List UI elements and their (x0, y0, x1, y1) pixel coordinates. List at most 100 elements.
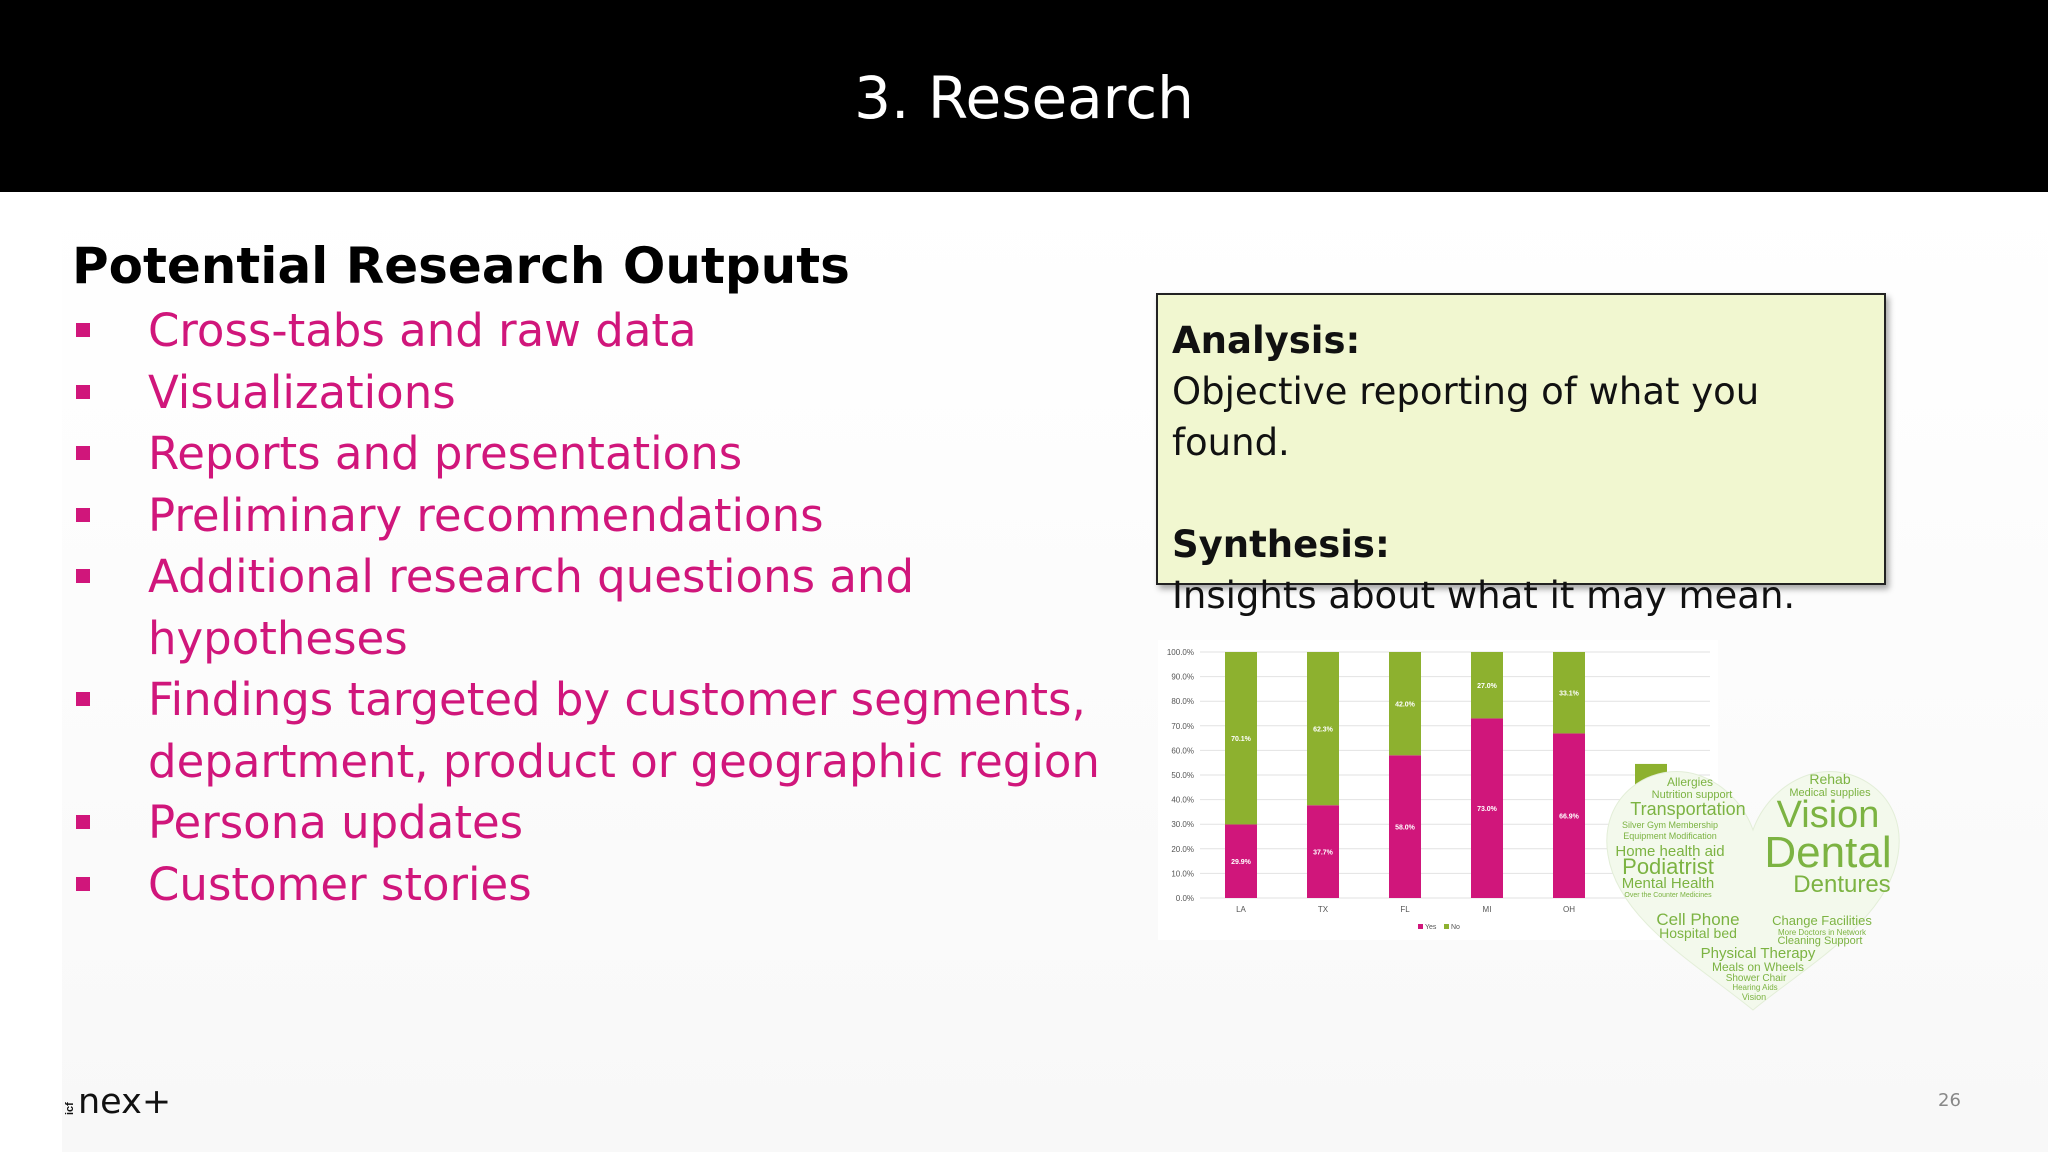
word-cloud-word: Meals on Wheels (1712, 960, 1804, 974)
y-tick-label: 70.0% (1171, 722, 1194, 731)
word-cloud-word: Medical supplies (1789, 787, 1871, 799)
square-bullet-icon (76, 815, 90, 829)
y-tick-label: 30.0% (1171, 820, 1194, 829)
data-label: 29.9% (1231, 859, 1252, 866)
list-item-text: Cross-tabs and raw data (148, 304, 697, 357)
list-item-text: Additional research questions and hypoth… (148, 550, 915, 665)
word-cloud-word: Dental (1764, 828, 1891, 877)
word-cloud-word: Vision (1742, 992, 1766, 1002)
bar-segment-yes (1471, 718, 1503, 898)
word-cloud-word: Shower Chair (1726, 973, 1787, 984)
y-tick-label: 100.0% (1167, 648, 1194, 657)
list-item-text: Customer stories (148, 857, 532, 911)
word-cloud-word: Hearing Aids (1732, 983, 1777, 992)
list-item-text: Findings targeted by customer segments, … (148, 673, 1100, 788)
square-bullet-icon (76, 384, 90, 399)
title-bar (0, 0, 2048, 192)
word-cloud-word: Mental Health (1622, 875, 1715, 892)
bar-segment-yes (1553, 733, 1585, 898)
word-cloud-word: Nutrition support (1652, 789, 1733, 801)
word-cloud-word: Vision (1777, 794, 1880, 836)
data-label: 70.1% (1231, 736, 1252, 743)
list-item: Findings targeted by customer segments, … (72, 669, 1128, 792)
list-item: Persona updates (72, 792, 1072, 854)
legend-label: No (1451, 924, 1460, 931)
word-cloud-word: Change Facilities (1772, 913, 1872, 928)
list-item: Reports and presentations (72, 423, 1072, 485)
y-tick-label: 80.0% (1171, 697, 1194, 706)
word-cloud-word: Silver Gym Membership (1622, 820, 1718, 830)
list-item: Cross-tabs and raw data (72, 300, 1072, 362)
y-tick-label: 90.0% (1171, 673, 1194, 682)
bar-segment-no (1471, 652, 1503, 719)
y-tick-label: 20.0% (1171, 845, 1194, 854)
x-tick-label: OH (1563, 905, 1575, 914)
research-outputs-list: Cross-tabs and raw data Visualizations R… (72, 300, 1100, 916)
bar-segment-no (1225, 652, 1257, 825)
word-cloud-word: Cell Phone (1656, 910, 1739, 929)
data-label: 42.0% (1395, 702, 1416, 709)
analysis-label: Analysis: (1172, 319, 1361, 362)
synthesis-text: Insights about what it may mean. (1172, 574, 1796, 617)
word-cloud-word: Podiatrist (1622, 854, 1714, 879)
y-tick-label: 50.0% (1171, 771, 1194, 780)
word-cloud-word: Over the Counter Medicines (1624, 892, 1712, 899)
bar-segment-yes (1225, 824, 1257, 898)
word-cloud-word: Cleaning Support (1777, 935, 1862, 947)
word-cloud-word: Home health aid (1615, 843, 1724, 860)
analysis-text: Objective reporting of what you found. (1172, 370, 1760, 464)
data-label: 62.3% (1313, 727, 1334, 734)
square-bullet-icon (76, 446, 90, 460)
x-tick-label: MI (1483, 905, 1492, 914)
legend-label: Yes (1425, 924, 1437, 931)
y-tick-label: 0.0% (1176, 894, 1194, 903)
synthesis-label: Synthesis: (1172, 523, 1390, 566)
section-heading: Potential Research Outputs (72, 237, 850, 295)
logo-small-text: icf (64, 1102, 76, 1115)
word-cloud-word: Rehab (1809, 771, 1850, 787)
data-label: 73.0% (1477, 806, 1498, 813)
square-bullet-icon (76, 323, 90, 337)
square-bullet-icon (76, 876, 90, 891)
page-number: 26 (1938, 1090, 1961, 1111)
x-tick-label: TX (1318, 905, 1329, 914)
benefits-word-cloud: Rehab Allergies Medical supplies Nutriti… (1606, 771, 1900, 1011)
icf-next-logo: icf nex+ (64, 1082, 171, 1122)
list-item: Preliminary recommendations (72, 485, 1072, 547)
word-cloud-word: Transportation (1630, 799, 1745, 819)
legend-swatch (1418, 924, 1423, 929)
data-label: 27.0% (1477, 683, 1498, 690)
data-label: 37.7% (1313, 850, 1334, 857)
list-item: Customer stories (72, 854, 1072, 916)
logo-brand-text: nex+ (78, 1082, 171, 1122)
square-bullet-icon (76, 507, 90, 522)
x-tick-label: FL (1400, 905, 1410, 914)
analysis-synthesis-box: Analysis: Objective reporting of what yo… (1156, 293, 1886, 617)
bar-segment-yes (1307, 805, 1339, 898)
y-tick-label: 40.0% (1171, 796, 1194, 805)
list-item: Additional research questions and hypoth… (72, 546, 948, 669)
list-item-text: Persona updates (148, 796, 524, 849)
bar-segment-no (1307, 652, 1339, 806)
word-cloud-word: More Doctors in Network (1778, 928, 1867, 937)
list-item-text: Reports and presentations (148, 427, 743, 480)
y-tick-label: 60.0% (1171, 746, 1194, 755)
data-label: 58.0% (1395, 825, 1416, 832)
word-cloud-word: Equipment Modification (1623, 831, 1717, 841)
legend-swatch (1444, 924, 1449, 929)
heart-shape (1606, 771, 1900, 1011)
y-tick-label: 10.0% (1171, 869, 1194, 878)
square-bullet-icon (76, 692, 90, 706)
word-cloud-word: Hospital bed (1659, 925, 1737, 941)
list-item: Visualizations (72, 362, 1072, 424)
x-tick-label: LA (1236, 905, 1246, 914)
word-cloud-word: Dentures (1793, 871, 1890, 898)
bar-segment-no (1553, 652, 1585, 734)
data-label: 66.9% (1559, 814, 1580, 821)
data-label: 33.1% (1559, 691, 1580, 698)
bar-segment-yes (1389, 755, 1421, 898)
bar-segment-no (1389, 652, 1421, 756)
word-cloud-word: Allergies (1667, 775, 1713, 789)
word-cloud-word: Physical Therapy (1701, 945, 1816, 962)
list-item-text: Preliminary recommendations (148, 488, 824, 542)
